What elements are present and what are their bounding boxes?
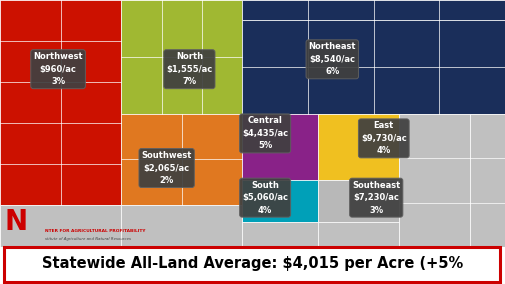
- Polygon shape: [242, 114, 318, 180]
- Polygon shape: [399, 114, 470, 247]
- Polygon shape: [121, 205, 242, 247]
- Text: stitute of Agriculture and Natural Resources: stitute of Agriculture and Natural Resou…: [44, 237, 130, 241]
- Polygon shape: [0, 205, 121, 247]
- Text: Central
$4,435/ac
5%: Central $4,435/ac 5%: [242, 116, 288, 151]
- Polygon shape: [242, 222, 318, 247]
- Text: South
$5,060/ac
4%: South $5,060/ac 4%: [242, 181, 288, 215]
- Polygon shape: [242, 180, 318, 222]
- Polygon shape: [0, 0, 505, 247]
- Polygon shape: [242, 0, 505, 20]
- FancyBboxPatch shape: [4, 247, 500, 282]
- Text: Southeast
$7,230/ac
3%: Southeast $7,230/ac 3%: [352, 181, 400, 215]
- Polygon shape: [318, 180, 399, 222]
- Polygon shape: [121, 0, 242, 114]
- Polygon shape: [318, 222, 399, 247]
- Polygon shape: [318, 114, 399, 180]
- Text: Statewide All-Land Average: $4,015 per Acre (+5%: Statewide All-Land Average: $4,015 per A…: [42, 256, 463, 271]
- Text: NTER FOR AGRICULTURAL PROFITABILITY: NTER FOR AGRICULTURAL PROFITABILITY: [44, 229, 145, 233]
- Polygon shape: [0, 0, 121, 205]
- Text: Southwest
$2,065/ac
2%: Southwest $2,065/ac 2%: [141, 151, 192, 185]
- Text: Northeast
$8,540/ac
6%: Northeast $8,540/ac 6%: [309, 42, 356, 76]
- Text: North
$1,555/ac
7%: North $1,555/ac 7%: [166, 52, 213, 86]
- Text: Northwest
$960/ac
3%: Northwest $960/ac 3%: [33, 52, 83, 86]
- Text: N: N: [5, 208, 27, 235]
- Polygon shape: [121, 114, 242, 205]
- Text: East
$9,730/ac
4%: East $9,730/ac 4%: [361, 121, 407, 155]
- Polygon shape: [242, 20, 505, 114]
- Polygon shape: [470, 114, 505, 247]
